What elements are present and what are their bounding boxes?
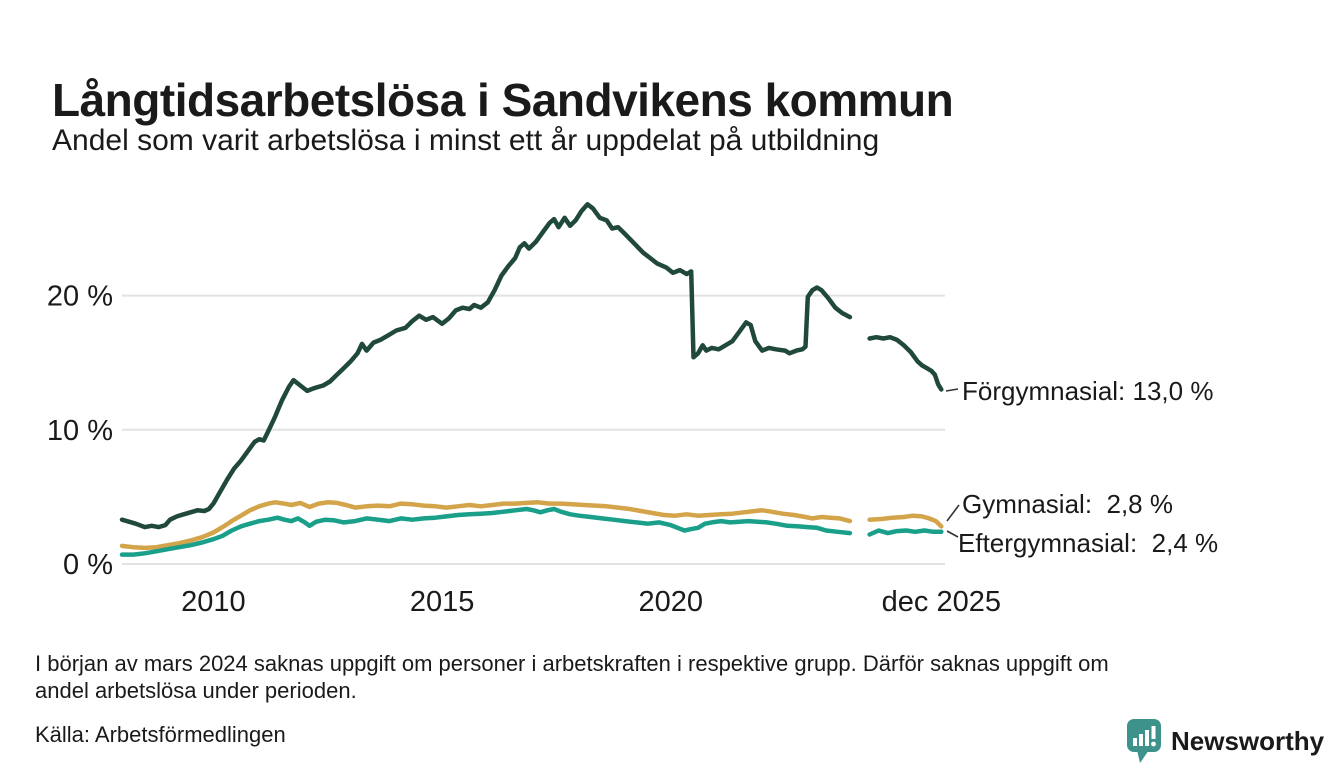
x-tick-label: 2010 [181, 586, 246, 618]
x-tick-label: dec 2025 [882, 586, 1001, 618]
series-end-label-eftergymnasial: Eftergymnasial: 2,4 % [958, 528, 1219, 558]
series-line-gymnasial [867, 513, 944, 529]
series-line-gymnasial [119, 500, 853, 551]
y-tick-label: 10 % [47, 415, 113, 447]
footnote-line-1: I början av mars 2024 saknas uppgift om … [35, 651, 1109, 676]
x-tick-label: 2020 [638, 586, 703, 618]
newsworthy-brand-lockup: Newsworthy [1126, 718, 1324, 764]
series-end-label-forgymnasial: Förgymnasial: 13,0 % [962, 376, 1214, 406]
x-tick-label: 2015 [410, 586, 475, 618]
leader-forgymnasial [945, 388, 959, 392]
series-end-label-gymnasial: Gymnasial: 2,8 % [962, 489, 1173, 519]
leader-gymnasial [946, 504, 960, 522]
y-tick-label: 20 % [47, 281, 113, 313]
page-title: Långtidsarbetslösa i Sandvikens kommun [52, 73, 954, 126]
footnote-line-2: andel arbetslösa under perioden. [35, 678, 357, 703]
series-line-forgymnasial [867, 334, 944, 392]
series-line-eftergymnasial [867, 528, 944, 537]
y-tick-label: 0 % [63, 549, 113, 581]
series-line-eftergymnasial [119, 506, 853, 557]
leader-eftergymnasial [946, 530, 959, 538]
speech-bubble-bar-chart-icon [1127, 719, 1161, 763]
source-note: Källa: Arbetsförmedlingen [35, 722, 286, 747]
brand-name: Newsworthy [1171, 725, 1325, 756]
series-line-forgymnasial [119, 202, 853, 530]
page-subtitle: Andel som varit arbetslösa i minst ett å… [52, 124, 880, 157]
